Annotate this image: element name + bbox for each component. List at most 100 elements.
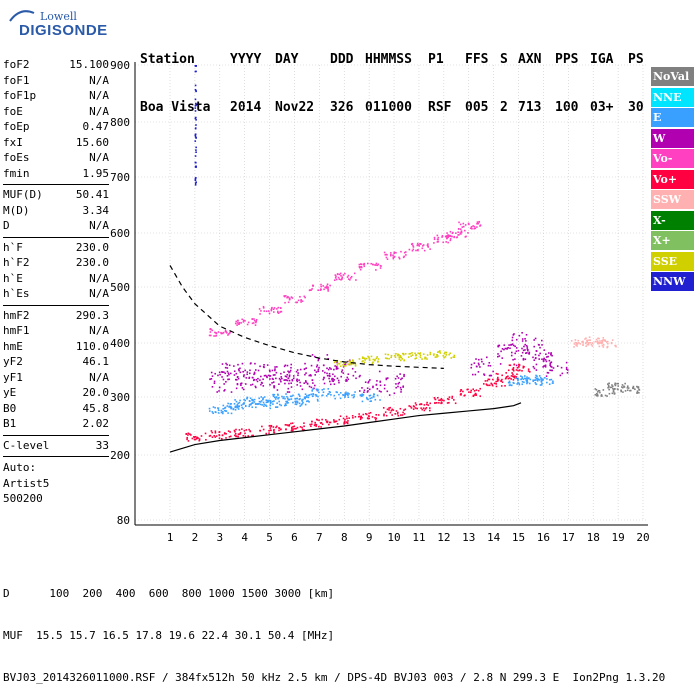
- echo-point: [379, 264, 382, 267]
- echo-point: [326, 285, 328, 287]
- echo-point: [224, 330, 227, 333]
- echo-point: [299, 426, 302, 428]
- echo-point: [550, 366, 553, 368]
- echo-point: [491, 383, 493, 386]
- echo-point: [540, 377, 543, 380]
- echo-point: [361, 395, 363, 398]
- echo-point: [229, 330, 232, 333]
- echo-point: [239, 431, 242, 434]
- echo-point: [636, 385, 638, 388]
- echo-point: [274, 369, 276, 372]
- echo-point: [512, 378, 515, 381]
- echo-point: [467, 222, 470, 225]
- echo-point: [210, 334, 212, 337]
- echo-point: [340, 361, 342, 363]
- param-key: M(D): [3, 203, 30, 217]
- echo-point: [323, 376, 325, 379]
- echo-point: [600, 394, 603, 396]
- echo-point: [330, 368, 332, 370]
- echo-point: [403, 413, 406, 415]
- echo-point: [576, 345, 578, 347]
- echo-point: [509, 381, 511, 384]
- echo-point: [372, 385, 374, 388]
- echo-point: [541, 339, 543, 342]
- echo-point: [267, 374, 270, 377]
- echo-point: [422, 407, 425, 409]
- echo-point: [195, 165, 197, 168]
- echo-point: [403, 255, 406, 258]
- echo-point: [274, 398, 277, 400]
- echo-point: [344, 363, 347, 365]
- echo-point: [284, 382, 286, 385]
- echo-point: [331, 380, 334, 382]
- echo-point: [426, 244, 429, 247]
- echo-point: [246, 396, 249, 399]
- echo-point: [521, 377, 523, 380]
- echo-point: [248, 376, 251, 379]
- echo-point: [232, 408, 235, 410]
- echo-point: [280, 310, 283, 313]
- echo-point: [490, 382, 493, 385]
- echo-point: [355, 279, 357, 281]
- echo-point: [535, 363, 538, 366]
- echo-point: [230, 403, 232, 405]
- echo-point: [473, 227, 476, 230]
- echo-point: [505, 376, 508, 379]
- echo-point: [354, 391, 356, 393]
- echo-point: [365, 413, 368, 416]
- param-key: hmE: [3, 339, 23, 353]
- echo-point: [258, 400, 261, 403]
- echo-point: [235, 428, 237, 431]
- echo-point: [304, 362, 306, 365]
- echo-point: [273, 386, 275, 389]
- echo-point: [259, 365, 261, 368]
- echo-point: [507, 369, 510, 372]
- echo-point: [296, 400, 298, 403]
- echo-point: [475, 358, 477, 360]
- echo-point: [509, 347, 511, 350]
- echo-point: [289, 371, 291, 373]
- echo-point: [302, 398, 304, 401]
- echo-point: [508, 377, 511, 379]
- x-tick-label: 14: [487, 531, 501, 544]
- echo-point: [244, 320, 246, 322]
- echo-point: [259, 403, 262, 406]
- echo-point: [227, 430, 230, 432]
- echo-point: [343, 420, 346, 423]
- echo-point: [441, 399, 444, 401]
- echo-point: [385, 377, 388, 380]
- echo-point: [444, 235, 447, 238]
- echo-point: [541, 378, 544, 381]
- echo-point: [542, 360, 545, 362]
- echo-point: [411, 249, 414, 252]
- echo-point: [197, 437, 199, 439]
- echo-point: [414, 402, 417, 404]
- echo-point: [486, 384, 488, 386]
- echo-point: [582, 344, 584, 346]
- echo-point: [224, 372, 227, 375]
- echo-point: [300, 404, 303, 406]
- echo-point: [312, 395, 314, 397]
- echo-point: [227, 402, 229, 405]
- echo-point: [259, 313, 261, 315]
- echo-point: [606, 395, 608, 397]
- echo-point: [405, 254, 407, 256]
- echo-point: [586, 339, 588, 342]
- echo-point: [295, 370, 298, 373]
- echo-point: [347, 274, 350, 277]
- echo-point: [383, 413, 385, 416]
- echo-point: [614, 384, 617, 387]
- param-row: foF1p N/A: [3, 89, 109, 105]
- legend-entry-nnw: NNW: [651, 272, 694, 291]
- echo-point: [263, 364, 265, 366]
- legend-entry-noval: NoVal: [651, 67, 694, 86]
- echo-point: [521, 340, 524, 342]
- echo-point: [286, 395, 288, 398]
- param-row: h`Es N/A: [3, 287, 109, 303]
- echo-point: [352, 374, 355, 377]
- echo-point: [286, 397, 289, 400]
- echo-point: [486, 356, 488, 359]
- param-row: foEp 0.47: [3, 120, 109, 136]
- ionogram-chart: 1 2 3 4 5 6 7 8 9 10 11 12 13 14 15 16 17 18 19 20 80200300…: [110, 59, 650, 544]
- echo-point: [261, 425, 263, 428]
